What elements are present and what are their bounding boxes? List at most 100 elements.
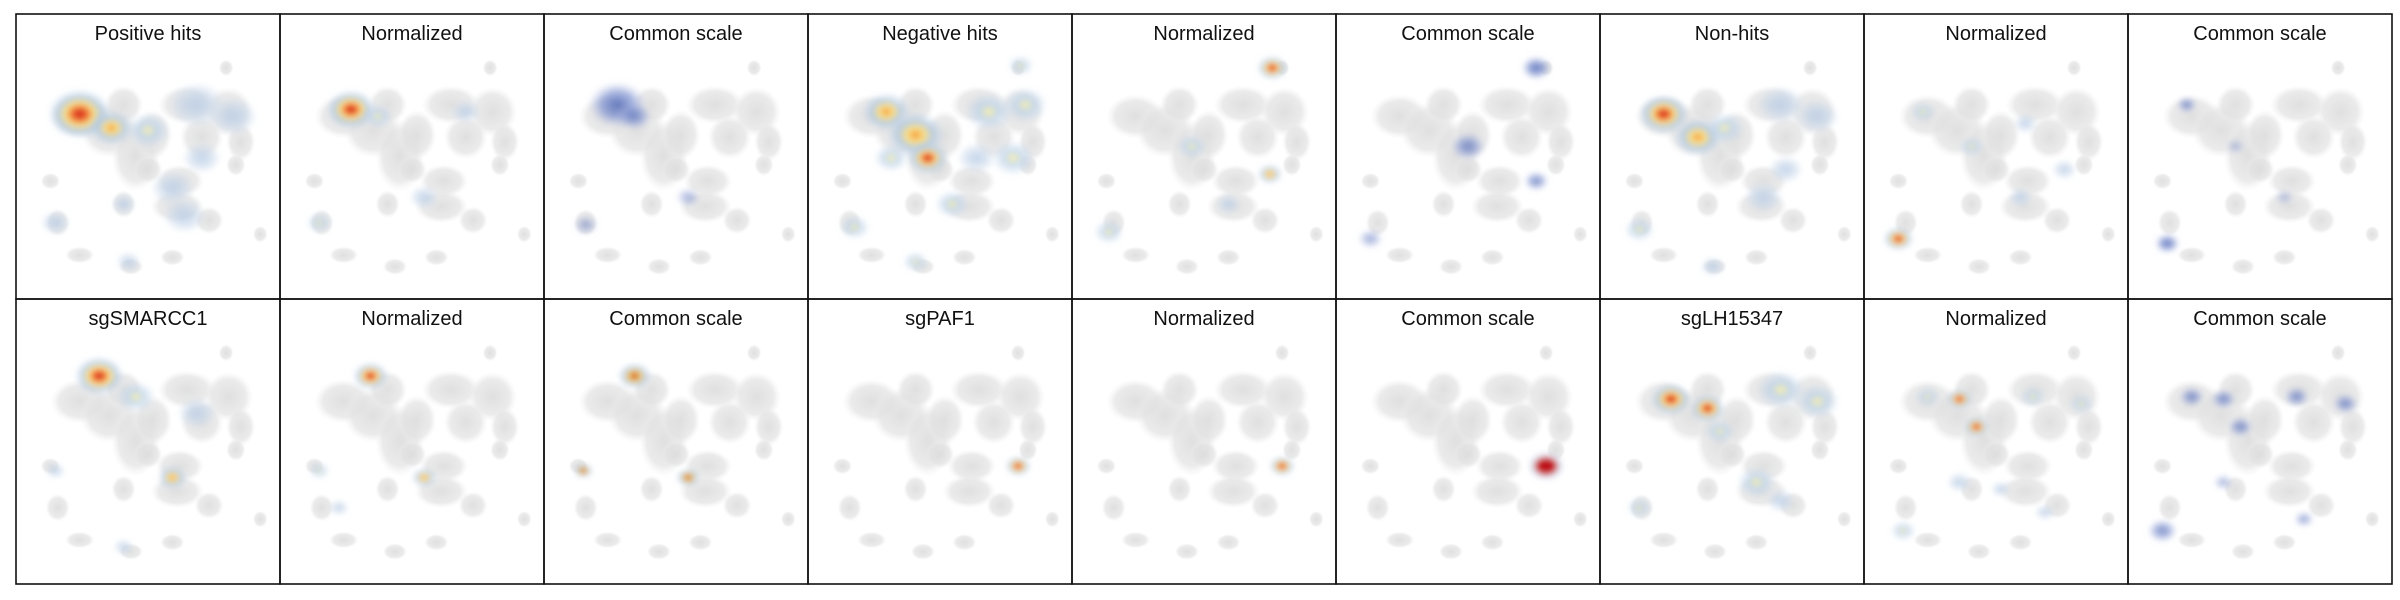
background-cell-cloud	[2027, 114, 2072, 160]
background-cell-cloud	[1717, 155, 1747, 184]
density-spot	[1003, 87, 1048, 122]
background-cell-cloud	[1453, 394, 1493, 445]
background-cell-cloud	[1981, 155, 2011, 184]
density-spot	[573, 463, 594, 479]
density-plot	[1358, 56, 1588, 275]
background-cell-cloud	[2245, 394, 2285, 445]
density-spot	[1008, 56, 1033, 76]
background-cell-cloud	[1424, 370, 1464, 410]
background-cell-cloud	[639, 475, 664, 504]
background-cell-cloud	[490, 407, 520, 447]
density-spot	[2228, 417, 2253, 437]
background-cell-cloud	[1470, 189, 1525, 224]
background-cell-cloud	[1438, 258, 1464, 275]
background-cell-cloud	[837, 493, 862, 522]
density-spot	[451, 100, 481, 124]
background-cell-cloud	[661, 394, 701, 445]
density-spot	[2035, 504, 2055, 520]
background-cell-cloud	[1121, 246, 1151, 264]
background-cell-cloud	[2008, 248, 2033, 266]
background-cell-cloud	[490, 438, 510, 461]
background-cell-cloud	[1470, 474, 1525, 509]
background-cell-cloud	[2074, 122, 2104, 162]
background-cell-cloud	[1913, 531, 1943, 549]
background-cell-cloud	[375, 190, 400, 219]
background-cell-cloud	[1453, 440, 1483, 469]
background-cell-cloud	[443, 114, 488, 160]
background-cell-cloud	[309, 493, 334, 522]
background-cell-cloud	[1778, 206, 1808, 235]
density-spot	[1756, 370, 1806, 409]
background-cell-cloud	[593, 531, 623, 549]
density-spot	[162, 198, 207, 233]
background-cell-cloud	[1802, 344, 1818, 362]
density-spot	[74, 356, 124, 395]
density-spot	[1991, 481, 2011, 497]
density-spot	[182, 142, 222, 174]
density-spot	[839, 215, 870, 239]
density-spot	[2211, 389, 2236, 409]
background-cell-cloud	[2272, 533, 2297, 551]
background-cell-cloud	[1572, 510, 1588, 528]
density-plot	[568, 59, 796, 275]
density-spot	[1795, 384, 1840, 419]
density-spot	[1756, 85, 1806, 124]
density-spot	[1910, 102, 1936, 122]
background-cell-cloud	[1763, 114, 1808, 160]
background-cell-cloud	[1499, 114, 1544, 160]
density-spot	[1651, 383, 1691, 415]
background-cell-cloud	[1189, 440, 1219, 469]
background-cell-cloud	[1913, 246, 1943, 264]
density-spot	[1529, 452, 1564, 480]
density-spot	[676, 468, 701, 488]
background-cell-cloud	[2338, 122, 2368, 162]
background-cell-cloud	[1836, 510, 1852, 528]
background-cell-cloud	[661, 109, 701, 160]
density-spot	[1450, 133, 1486, 160]
background-cell-cloud	[1096, 172, 1117, 190]
background-cell-cloud	[1018, 438, 1038, 461]
panel-title: Common scale	[1401, 23, 1534, 45]
density-plot	[832, 56, 1060, 275]
background-cell-cloud	[746, 344, 762, 362]
panel-title: sgPAF1	[905, 308, 975, 330]
background-cell-cloud	[2157, 208, 2182, 237]
density-spot	[903, 252, 928, 272]
density-spot	[1524, 171, 1549, 191]
background-cell-cloud	[573, 493, 598, 522]
panel-title: Normalized	[1153, 23, 1254, 45]
density-spot	[1915, 387, 1940, 407]
background-cell-cloud	[1477, 85, 1537, 125]
background-cell-cloud	[1235, 114, 1280, 160]
density-spot	[113, 539, 134, 555]
background-cell-cloud	[1888, 457, 1909, 475]
background-cell-cloud	[1475, 164, 1525, 198]
background-cell-cloud	[1966, 258, 1992, 275]
background-cell-cloud	[375, 475, 400, 504]
background-cell-cloud	[252, 510, 268, 528]
background-cell-cloud	[458, 206, 488, 235]
background-cell-cloud	[482, 344, 498, 362]
background-cell-cloud	[1438, 543, 1464, 560]
background-cell-cloud	[226, 438, 246, 461]
background-cell-cloud	[1010, 344, 1026, 362]
density-spot	[1257, 164, 1283, 184]
background-cell-cloud	[2364, 225, 2380, 243]
density-plot	[40, 344, 268, 560]
background-cell-cloud	[1546, 407, 1576, 447]
background-cell-cloud	[646, 543, 672, 560]
panel-title: sgSMARCC1	[89, 308, 208, 330]
density-spot	[617, 362, 652, 390]
background-cell-cloud	[1235, 399, 1280, 445]
background-cell-cloud	[1453, 155, 1483, 184]
background-cell-cloud	[661, 440, 691, 469]
density-plot	[2147, 344, 2380, 560]
background-cell-cloud	[1888, 172, 1909, 190]
background-cell-cloud	[1702, 543, 1728, 560]
density-spot	[326, 90, 376, 129]
background-cell-cloud	[2008, 533, 2033, 551]
background-cell-cloud	[780, 510, 796, 528]
background-cell-cloud	[1959, 190, 1984, 219]
density-spot	[353, 362, 388, 390]
density-spot	[309, 463, 330, 479]
